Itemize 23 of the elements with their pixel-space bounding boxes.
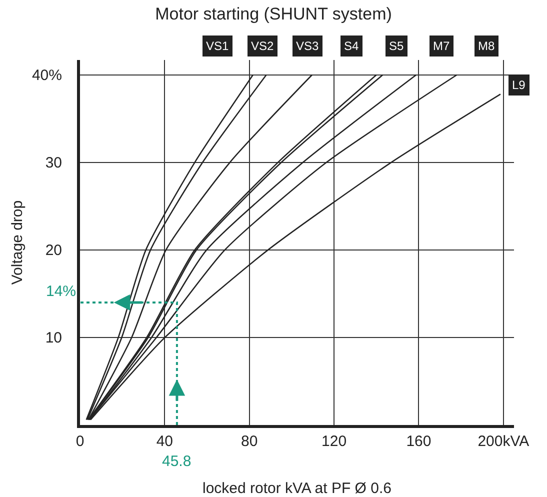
y-tick-label: 20	[45, 242, 62, 260]
x-tick-label: 80	[241, 433, 258, 450]
annotation: 45.8	[162, 453, 192, 470]
y-tick-label: 40%	[32, 67, 62, 84]
x-axis-title: locked rotor kVA at PF Ø 0.6	[202, 480, 392, 497]
x-tick-label: 160	[406, 433, 432, 450]
legend-label: S5	[389, 39, 404, 53]
legend-label: S4	[344, 39, 360, 53]
legend-label: M8	[478, 39, 495, 53]
legend-label: VS2	[251, 39, 274, 53]
x-tick-label: 40	[156, 433, 174, 450]
annotation: 14%	[46, 283, 76, 300]
x-tick-label: 200kVA	[478, 433, 530, 450]
y-tick-label: 30	[45, 154, 62, 172]
y-axis-title: Voltage drop	[9, 200, 26, 285]
y-tick-label: 10	[45, 330, 62, 347]
series-label: L9	[512, 78, 526, 92]
legend-label: M7	[433, 39, 450, 53]
x-tick-label: 120	[322, 433, 347, 450]
legend-label: VS3	[296, 39, 320, 53]
chart-title: Motor starting (SHUNT system)	[155, 4, 392, 24]
text: VS1	[206, 39, 230, 53]
x-tick-label: 0	[76, 433, 84, 450]
